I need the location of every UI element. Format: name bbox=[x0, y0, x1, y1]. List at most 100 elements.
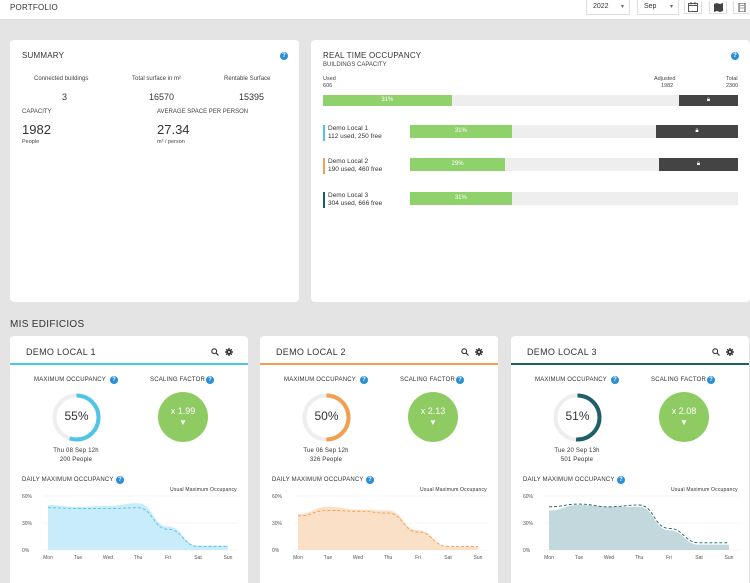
total-label: Total bbox=[726, 76, 738, 82]
filter-icon: ▼ bbox=[429, 418, 437, 427]
realtime-title: REAL TIME OCCUPANCY bbox=[323, 51, 422, 60]
daily-max-label: DAILY MAXIMUM OCCUPANCY bbox=[22, 477, 114, 483]
local-bar-fill: 31% bbox=[410, 192, 512, 205]
building-icon[interactable] bbox=[733, 1, 750, 14]
y-tick-label: 30% bbox=[22, 521, 33, 527]
x-tick-label: Mon bbox=[293, 555, 303, 560]
summary-card: SUMMARY ? Connected buildings 3 Total su… bbox=[10, 40, 299, 302]
building-name: DEMO LOCAL 1 bbox=[26, 347, 96, 357]
scaling-factor-circle: x 2.13 ▼ bbox=[408, 392, 458, 442]
accent-line bbox=[10, 363, 248, 365]
local-row: Demo Local 1 112 used, 250 free 31% 🔒︎ bbox=[311, 125, 750, 143]
max-occupancy-label: MAXIMUM OCCUPANCY bbox=[34, 377, 106, 383]
max-occupancy-ring bbox=[302, 393, 351, 442]
local-row: Demo Local 2 190 used, 460 free 29% 🔒︎ bbox=[311, 158, 750, 176]
x-tick-label: Thu bbox=[635, 555, 644, 560]
scaling-factor-value: x 2.13 bbox=[420, 406, 446, 416]
help-icon[interactable]: ? bbox=[360, 376, 368, 384]
local-bar-fill: 31% bbox=[410, 125, 512, 138]
local-bar-fill: 29% bbox=[410, 158, 506, 171]
lock-icon: 🔒︎ bbox=[679, 95, 738, 106]
local-detail: 304 used, 666 free bbox=[328, 200, 383, 207]
chevron-down-icon: ▾ bbox=[669, 4, 673, 10]
x-tick-label: Wed bbox=[604, 555, 614, 560]
daily-max-label: DAILY MAXIMUM OCCUPANCY bbox=[523, 477, 615, 483]
year-select[interactable]: 2022 ▾ bbox=[586, 0, 630, 15]
rentable-surface-label: Rentable Surface bbox=[224, 76, 271, 82]
search-icon[interactable] bbox=[712, 348, 720, 358]
x-tick-label: Wed bbox=[103, 555, 113, 560]
x-tick-label: Tue bbox=[324, 555, 333, 560]
help-icon[interactable]: ? bbox=[206, 376, 214, 384]
area-series bbox=[298, 506, 478, 550]
local-bar: 29% 🔒︎ bbox=[410, 158, 738, 171]
capacity-label: CAPACITY bbox=[22, 109, 52, 115]
max-occupancy-people: 501 People bbox=[560, 457, 594, 463]
x-tick-label: Sun bbox=[224, 555, 233, 560]
usual-max-label: Usual Maximum Occupancy bbox=[671, 487, 738, 493]
filter-icon: ▼ bbox=[680, 418, 688, 427]
search-icon[interactable] bbox=[461, 348, 469, 358]
filter-icon: ▼ bbox=[179, 418, 187, 427]
help-icon[interactable]: ? bbox=[456, 376, 464, 384]
avg-space-value: 27.34 bbox=[157, 122, 190, 137]
x-tick-label: Tue bbox=[74, 555, 83, 560]
help-icon[interactable]: ? bbox=[731, 52, 739, 60]
building-card: DEMO LOCAL 3 MAXIMUM OCCUPANCY? 51% Tue 20 … bbox=[511, 336, 749, 583]
adjusted-value: 1982 bbox=[661, 83, 674, 89]
local-detail: 190 used, 460 free bbox=[328, 166, 383, 173]
help-icon[interactable]: ? bbox=[611, 376, 619, 384]
max-occupancy-ring bbox=[52, 393, 101, 442]
usual-max-label: Usual Maximum Occupancy bbox=[170, 487, 237, 493]
month-select[interactable]: Sep ▾ bbox=[637, 0, 679, 15]
building-name: DEMO LOCAL 2 bbox=[276, 347, 346, 357]
summary-title: SUMMARY bbox=[22, 51, 65, 60]
scaling-factor-circle: x 1.99 ▼ bbox=[158, 392, 208, 442]
local-name: Demo Local 2 bbox=[328, 158, 369, 165]
total-capacity-bar: 31% 🔒︎ bbox=[323, 95, 738, 106]
help-icon[interactable]: ? bbox=[366, 476, 374, 484]
local-name: Demo Local 1 bbox=[328, 125, 369, 132]
local-row: Demo Local 3 304 used, 666 free 31% bbox=[311, 192, 750, 210]
help-icon[interactable]: ? bbox=[617, 476, 625, 484]
local-bar: 31% 🔒︎ bbox=[410, 125, 738, 138]
gear-icon[interactable] bbox=[225, 348, 233, 358]
lock-icon: 🔒︎ bbox=[656, 125, 738, 138]
local-detail: 112 used, 250 free bbox=[328, 133, 382, 140]
max-occupancy-people: 200 People bbox=[59, 457, 93, 463]
help-icon[interactable]: ? bbox=[280, 52, 288, 60]
y-tick-label: 30% bbox=[272, 521, 283, 527]
gear-icon[interactable] bbox=[726, 348, 734, 358]
calendar-icon[interactable] bbox=[684, 1, 702, 14]
max-occupancy-value: 55% bbox=[64, 409, 89, 423]
usual-max-label: Usual Maximum Occupancy bbox=[420, 487, 487, 493]
help-icon[interactable]: ? bbox=[707, 376, 715, 384]
building-card: DEMO LOCAL 2 MAXIMUM OCCUPANCY? 50% Tue 06 … bbox=[260, 336, 498, 583]
local-label: Demo Local 3 304 used, 666 free bbox=[323, 192, 382, 208]
ring-progress bbox=[553, 393, 602, 442]
x-tick-label: Mon bbox=[544, 555, 554, 560]
scaling-factor-label: SCALING FACTOR bbox=[400, 377, 456, 383]
usual-max-line bbox=[47, 507, 228, 547]
daily-occupancy-chart: 60% 30% 0% Mon Tue Wed Thu Fri Sat Sun bbox=[523, 494, 739, 560]
y-tick-label: 0% bbox=[523, 548, 531, 554]
realtime-subtitle: BUILDINGS CAPACITY bbox=[323, 62, 387, 68]
used-label: Used bbox=[323, 76, 336, 82]
accent-line bbox=[260, 363, 498, 365]
help-icon[interactable]: ? bbox=[110, 376, 118, 384]
x-tick-label: Sat bbox=[695, 555, 703, 560]
chevron-down-icon: ▾ bbox=[620, 4, 624, 10]
y-tick-label: 0% bbox=[272, 548, 280, 554]
accent-line bbox=[511, 363, 749, 365]
ring-progress bbox=[52, 393, 101, 442]
connected-buildings-label: Connected buildings bbox=[34, 76, 89, 82]
capacity-unit: People bbox=[22, 139, 40, 145]
map-icon[interactable] bbox=[709, 1, 727, 14]
x-tick-label: Thu bbox=[384, 555, 393, 560]
max-occupancy-ring bbox=[553, 393, 602, 442]
y-tick-label: 60% bbox=[272, 494, 283, 500]
gear-icon[interactable] bbox=[475, 348, 483, 358]
help-icon[interactable]: ? bbox=[116, 476, 124, 484]
building-card: DEMO LOCAL 1 MAXIMUM OCCUPANCY? 55% Thu 08 … bbox=[10, 336, 248, 583]
search-icon[interactable] bbox=[211, 348, 219, 358]
